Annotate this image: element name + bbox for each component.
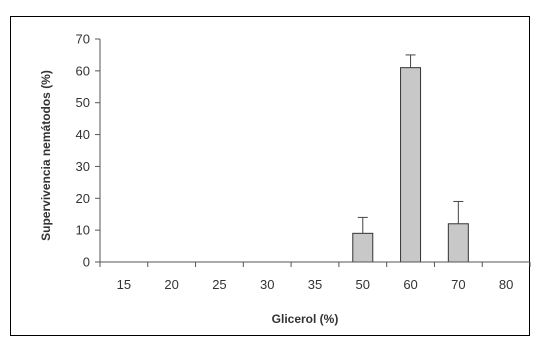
bar: [447, 223, 469, 263]
y-axis-ticks: 0 10 20 30 40 50 60 70: [76, 32, 100, 270]
x-axis-title: Glicerol (%): [272, 312, 339, 326]
x-axis-ticks: 15 20 25 30 35 50 60 70 80: [99, 262, 531, 292]
bar: [352, 232, 374, 263]
bar: [400, 67, 422, 263]
x-tick-label: 50: [356, 277, 370, 292]
y-tick-label: 60: [76, 63, 90, 78]
x-tick-label: 30: [260, 277, 274, 292]
y-tick-label: 40: [76, 127, 90, 142]
y-axis-title: Supervivencia nemátodos (%): [39, 70, 53, 241]
y-tick-label: 30: [76, 159, 90, 174]
y-tick-label: 10: [76, 223, 90, 238]
x-tick-label: 15: [117, 277, 131, 292]
y-tick-label: 0: [83, 255, 90, 270]
y-tick-label: 50: [76, 95, 90, 110]
chart-frame: [10, 16, 530, 336]
error-bars: [357, 54, 464, 234]
y-tick-label: 70: [76, 32, 90, 47]
x-tick-label: 25: [212, 277, 226, 292]
x-tick-label: 20: [164, 277, 178, 292]
y-tick-label: 20: [76, 191, 90, 206]
x-tick-label: 60: [403, 277, 417, 292]
x-tick-label: 35: [308, 277, 322, 292]
x-tick-label: 70: [451, 277, 465, 292]
bars: [352, 67, 469, 263]
x-tick-label: 80: [499, 277, 513, 292]
